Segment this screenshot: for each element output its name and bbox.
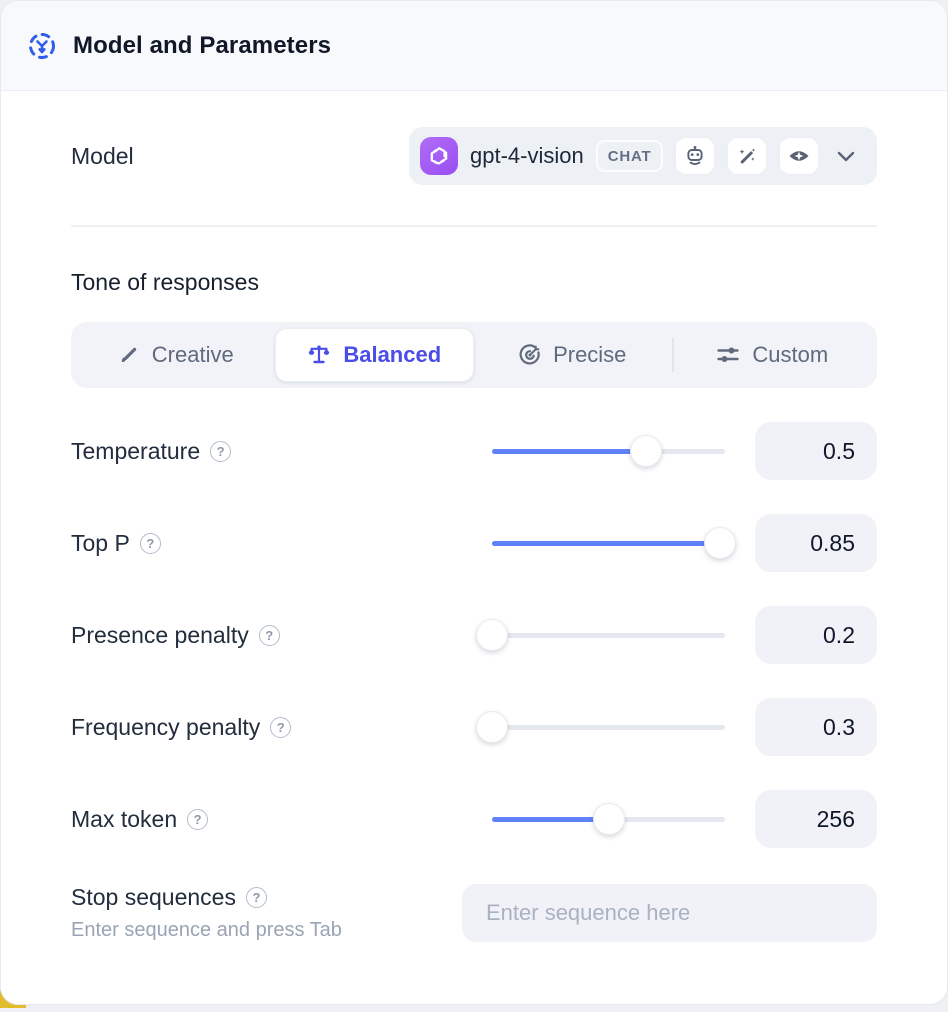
top-p-slider[interactable] [492, 527, 737, 559]
tab-precise[interactable]: Precise [474, 328, 672, 382]
help-icon[interactable]: ? [270, 716, 292, 738]
selected-model-name: gpt-4-vision [470, 143, 584, 168]
panel-header: Model and Parameters [1, 1, 947, 91]
tab-balanced-label: Balanced [343, 342, 442, 367]
magic-wand-icon [739, 148, 756, 164]
help-icon[interactable]: ? [245, 887, 267, 908]
model-row: Model gpt-4-vision CH [71, 127, 877, 185]
tone-heading: Tone of responses [71, 269, 259, 295]
balance-scale-icon [309, 345, 330, 364]
model-hub-icon [27, 31, 57, 61]
frequency-penalty-value[interactable]: 0.3 [755, 698, 877, 756]
presence-penalty-label: Presence penalty [71, 621, 249, 648]
vision-eye-icon [789, 151, 809, 161]
vision-capability-pill [779, 137, 820, 175]
frequency-penalty-label: Frequency penalty [71, 713, 261, 740]
temperature-slider[interactable] [492, 435, 725, 467]
parameter-row-frequency-penalty: Frequency penalty ? 0.3 [71, 698, 877, 756]
slider-thumb[interactable] [592, 803, 625, 835]
section-divider [71, 225, 877, 227]
presence-penalty-slider[interactable] [476, 619, 725, 651]
top-p-label: Top P [71, 529, 130, 556]
stop-sequences-label: Stop sequences [71, 884, 236, 910]
openai-logo [420, 137, 458, 175]
tab-balanced[interactable]: Balanced [274, 328, 474, 382]
tone-tab-bar: Creative Balanced [71, 322, 877, 388]
max-token-value[interactable]: 256 [755, 790, 877, 848]
panel-title: Model and Parameters [73, 31, 332, 59]
parameter-row-top-p: Top P ? 0.85 [71, 514, 877, 572]
model-label: Model [71, 142, 134, 169]
frequency-penalty-slider[interactable] [476, 711, 725, 743]
help-icon[interactable]: ? [187, 808, 209, 830]
chevron-down-icon [837, 151, 855, 162]
stop-sequence-input[interactable] [462, 884, 877, 942]
tab-divider [671, 338, 674, 372]
parameter-row-presence-penalty: Presence penalty ? 0.2 [71, 606, 877, 664]
max-token-slider[interactable] [492, 803, 725, 835]
tab-creative-label: Creative [151, 342, 234, 367]
tab-custom[interactable]: Custom [674, 328, 872, 382]
temperature-label: Temperature [71, 437, 201, 464]
tab-custom-label: Custom [752, 342, 829, 367]
model-select-dropdown[interactable]: gpt-4-vision CHAT [409, 127, 877, 185]
slider-thumb[interactable] [629, 435, 662, 467]
temperature-value[interactable]: 0.5 [755, 422, 877, 480]
model-type-badge: CHAT [595, 140, 664, 172]
help-icon[interactable]: ? [258, 624, 280, 646]
target-icon [519, 344, 540, 365]
presence-penalty-value[interactable]: 0.2 [755, 606, 877, 664]
robot-icon [687, 146, 704, 166]
slider-thumb[interactable] [476, 711, 508, 743]
slider-thumb[interactable] [476, 619, 508, 651]
top-p-value[interactable]: 0.85 [755, 514, 877, 572]
help-icon[interactable]: ? [139, 532, 161, 554]
stop-sequences-row: Stop sequences ? Enter sequence and pres… [71, 884, 877, 982]
slider-thumb[interactable] [704, 527, 737, 559]
max-token-label: Max token [71, 805, 178, 832]
sliders-icon [717, 347, 740, 362]
parameter-row-temperature: Temperature ? 0.5 [71, 422, 877, 480]
magic-wand-capability-pill [727, 137, 768, 175]
parameter-row-max-token: Max token ? 256 [71, 790, 877, 848]
stop-sequences-hint: Enter sequence and press Tab [71, 919, 342, 941]
help-icon[interactable]: ? [210, 440, 232, 462]
tab-creative[interactable]: Creative [77, 328, 275, 382]
paintbrush-icon [121, 347, 136, 363]
tab-precise-label: Precise [553, 342, 627, 367]
robot-capability-pill [675, 137, 716, 175]
